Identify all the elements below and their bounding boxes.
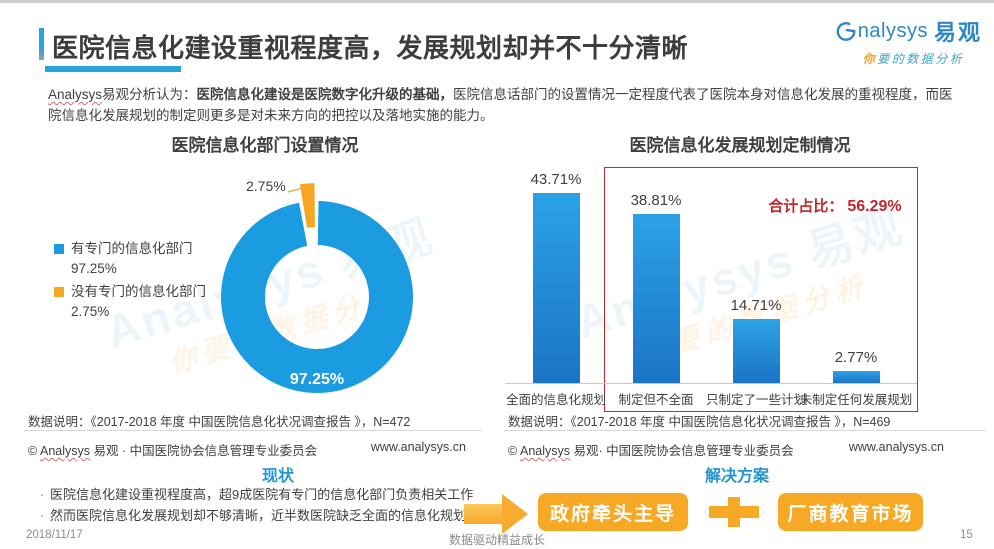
footer-slogan: 数据驱动精益成长	[448, 533, 545, 547]
category-label: 只制定了一些计划	[705, 393, 806, 407]
bullet-text: 医院信息化建设重视程度高，超9成医院有专门的信息化部门负责相关工作	[50, 487, 474, 502]
legend-label: 没有专门的信息化部门	[71, 284, 206, 299]
bullet-item: · 医院信息化建设重视程度高，超9成医院有专门的信息化部门负责相关工作	[34, 484, 474, 505]
bar	[632, 214, 680, 383]
bar-value-label: 38.81%	[630, 192, 682, 210]
data-note-left: 数据说明：《2017-2018 年度 中国医院信息化状况调查报告 》，N=472	[28, 415, 411, 429]
legend-swatch-blue	[54, 244, 64, 254]
title-underline	[45, 66, 181, 72]
bar	[532, 192, 580, 383]
legend-item: 有专门的信息化部门 97.25%	[54, 239, 206, 279]
bar-chart-title: 医院信息化发展规划定制情况	[629, 136, 851, 155]
bar-value-label: 14.71%	[730, 297, 782, 314]
donut-callout-label: 2.75%	[246, 178, 286, 194]
copyright-right: © Analysys 易观· 中国医院协会信息管理专业委员会	[508, 444, 794, 458]
solution-button-government[interactable]: 政府牵头主导	[538, 493, 688, 531]
data-note-right: 数据说明：《2017-2018 年度 中国医院信息化状况调查报告 》，N=469	[508, 415, 891, 429]
page-title: 医院信息化建设重视程度高，发展规划却并不十分清晰	[52, 33, 689, 63]
legend-value: 2.75%	[71, 304, 110, 319]
intro-bold-statement: 医院信息化建设是医院数字化升级的基础，	[196, 87, 454, 102]
right-arrow-icon	[464, 494, 528, 534]
bar-value-label: 43.71%	[530, 170, 582, 188]
copyright-left: © Analysys 易观 · 中国医院协会信息管理专业委员会	[28, 444, 318, 458]
intro-brand: Analysys	[48, 87, 103, 102]
source-row-left: © Analysys 易观 · 中国医院协会信息管理专业委员会 www.anal…	[28, 440, 466, 459]
logo-tagline: 你要的数据分析	[862, 52, 965, 66]
plus-icon	[709, 497, 759, 527]
logo-text-en: nalysys	[857, 19, 928, 42]
bar	[832, 371, 880, 383]
bar-chart-plot: 43.71% 38.81% 14.71% 2.77%	[505, 164, 917, 384]
logo-text-cn: 易观	[933, 20, 982, 45]
legend-value: 97.25%	[71, 261, 117, 276]
website-link[interactable]: www.analysys.cn	[370, 440, 466, 454]
legend-label: 有专门的信息化部门	[71, 241, 193, 256]
status-heading: 现状	[261, 468, 294, 485]
bullet-item: · 然而医院信息化发展规划却不够清晰，近半数医院缺乏全面的信息化规划	[34, 505, 474, 526]
footer-date: 2018/11/17	[26, 529, 83, 541]
category-label: 全面的信息化规划	[505, 393, 606, 407]
intro-paragraph: Analysys易观分析认为：医院信息化建设是医院数字化升级的基础，医院信息话部…	[48, 87, 953, 123]
donut-slice-has-dept	[221, 201, 414, 393]
donut-chart: 97.25%	[221, 183, 414, 393]
legend-swatch-orange	[54, 287, 64, 297]
bar-value-label: 2.77%	[834, 349, 878, 366]
analysys-a-icon	[836, 22, 856, 41]
bar-column: 43.71%	[506, 171, 606, 383]
callout-line	[287, 186, 307, 193]
legend-item: 没有专门的信息化部门 2.75%	[54, 282, 206, 322]
solution-button-vendor[interactable]: 厂商教育市场	[778, 493, 923, 531]
page-number: 15	[960, 529, 973, 541]
bar	[732, 319, 780, 383]
bullet-text: 然而医院信息化发展规划却不够清晰，近半数医院缺乏全面的信息化规划	[50, 508, 467, 523]
website-link[interactable]: www.analysys.cn	[848, 440, 944, 454]
bar-column: 38.81%	[606, 192, 706, 383]
bullet-icon: ·	[39, 508, 45, 523]
category-label: 制定但不全面	[618, 393, 694, 407]
bullet-icon: ·	[39, 487, 45, 502]
analysys-logo: nalysys 易观 你要的数据分析	[835, 15, 982, 67]
highlight-box	[604, 167, 918, 412]
donut-slice-no-dept	[299, 183, 315, 228]
source-row-right: © Analysys 易观· 中国医院协会信息管理专业委员会 www.analy…	[508, 440, 944, 459]
bar-column: 14.71%	[706, 297, 806, 383]
status-bullets: · 医院信息化建设重视程度高，超9成医院有专门的信息化部门负责相关工作 · 然而…	[34, 484, 474, 526]
donut-chart-title: 医院信息化部门设置情况	[171, 136, 359, 155]
divider-right	[504, 430, 986, 431]
solution-heading: 解决方案	[704, 468, 769, 485]
divider-left	[24, 430, 482, 431]
bar-column: 2.77%	[806, 349, 906, 383]
donut-inner-label: 97.25%	[290, 371, 344, 388]
title-accent-bar	[39, 28, 44, 60]
top-border	[0, 0, 994, 3]
category-label: 未制定任何发展规划	[799, 393, 913, 407]
donut-legend: 有专门的信息化部门 97.25% 没有专门的信息化部门 2.75%	[54, 239, 206, 325]
total-share-annotation: 合计占比： 56.29%	[768, 198, 902, 215]
